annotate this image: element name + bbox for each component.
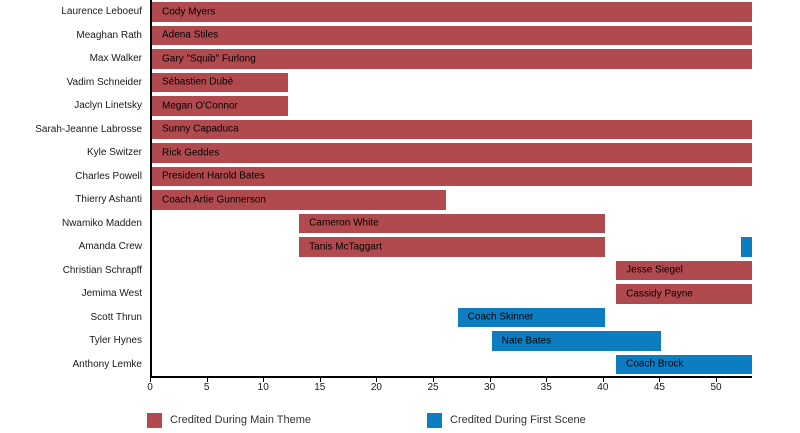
x-axis-tick-label: 30: [484, 382, 496, 393]
x-axis-tick-label: 50: [710, 382, 722, 393]
x-axis-tick-label: 0: [147, 382, 153, 393]
legend-label: Credited During First Scene: [450, 414, 586, 426]
x-axis-tick-label: 25: [427, 382, 439, 393]
bar-label: Coach Artie Gunnerson: [162, 194, 266, 206]
x-axis-tick-label: 40: [597, 382, 609, 393]
legend-swatch-icon: [147, 413, 162, 428]
y-axis-label: Christian Schrapff: [62, 264, 142, 276]
y-axis-label: Amanda Crew: [78, 241, 142, 252]
gantt-bar: Sunny Capaduca: [152, 119, 752, 139]
x-axis-tick-mark: [489, 378, 491, 382]
y-axis-label: Kyle Switzer: [86, 147, 142, 158]
bar-label: Coach Brock: [626, 358, 684, 370]
y-axis-label: Tyler Hynes: [89, 335, 142, 346]
gantt-bar: Gary "Squib" Furlong: [152, 49, 752, 69]
gantt-bar: Nate Bates: [491, 331, 662, 351]
x-axis-tick-label: 10: [257, 382, 269, 393]
bar-label: Jesse Siegel: [626, 264, 683, 276]
x-axis-tick-mark: [602, 378, 604, 382]
x-axis-tick-label: 5: [203, 382, 210, 393]
bar-label: Sébastien Dubé: [162, 76, 234, 88]
legend-swatch-icon: [427, 413, 442, 428]
x-axis-tick-mark: [659, 378, 661, 382]
x-axis-tick-mark: [319, 378, 321, 382]
bar-label: Coach Skinner: [467, 311, 534, 323]
x-axis-tick-label: 45: [653, 382, 665, 393]
y-axis-label: Jaclyn Linetsky: [74, 100, 142, 111]
gantt-bar: Coach Artie Gunnerson: [152, 190, 447, 210]
legend-label: Credited During Main Theme: [170, 414, 312, 426]
gantt-bar: Sébastien Dubé: [152, 72, 288, 92]
y-axis-label: Jemima West: [81, 288, 142, 299]
bar-label: President Harold Bates: [162, 170, 265, 182]
gantt-bar: [740, 237, 752, 257]
gantt-bar: Jesse Siegel: [616, 260, 752, 280]
x-axis-tick-mark: [546, 378, 548, 382]
plot-area: Cody Myers Adena Stiles Gary "Squib" Furlo…: [150, 0, 752, 378]
gantt-bar: Adena Stiles: [152, 25, 752, 45]
x-axis-tick-mark: [150, 378, 151, 382]
x-axis-tick-label: 20: [370, 382, 382, 393]
bar-label: Nate Bates: [501, 335, 552, 347]
bar-label: Rick Geddes: [162, 147, 220, 159]
x-axis-tick-label: 15: [314, 382, 326, 393]
y-axis-label: Laurence Leboeuf: [61, 6, 142, 17]
bar-label: Adena Stiles: [162, 29, 219, 41]
y-axis-label: Anthony Lemke: [72, 358, 143, 370]
y-axis-label: Charles Powell: [75, 170, 142, 182]
gantt-bar: Cody Myers: [152, 2, 752, 22]
gantt-bar: Cassidy Payne: [616, 284, 752, 304]
bar-label: Sunny Capaduca: [162, 123, 239, 135]
x-axis-tick-mark: [206, 378, 208, 382]
y-axis-label: Thierry Ashanti: [75, 194, 142, 205]
bar-label: Cameron White: [309, 217, 379, 229]
y-axis-label: Nwamiko Madden: [61, 217, 142, 229]
bar-label: Megan O'Connor: [162, 100, 238, 112]
x-axis-tick-mark: [263, 378, 265, 382]
y-axis-label: Meaghan Rath: [76, 29, 142, 41]
gantt-bar: Rick Geddes: [152, 143, 752, 163]
gantt-bar: Cameron White: [299, 213, 605, 233]
x-axis-tick-mark: [716, 378, 718, 382]
gantt-bar: President Harold Bates: [152, 166, 752, 186]
gantt-bar: Megan O'Connor: [152, 96, 288, 116]
x-axis-tick-label: 35: [540, 382, 552, 393]
bar-label: Cassidy Payne: [626, 288, 693, 300]
y-axis-label: Sarah-Jeanne Labrosse: [35, 123, 142, 135]
x-axis-tick-mark: [376, 378, 378, 382]
x-axis-tick-mark: [433, 378, 435, 382]
y-axis-label: Scott Thrun: [90, 311, 142, 323]
bar-label: Tanis McTaggart: [309, 241, 382, 253]
y-axis-label: Max Walker: [89, 53, 142, 64]
gantt-bar: Coach Skinner: [457, 307, 605, 327]
bar-label: Cody Myers: [162, 6, 216, 18]
y-axis-label: Vadim Schneider: [66, 76, 142, 88]
gantt-bar: Coach Brock: [616, 354, 752, 374]
bar-label: Gary "Squib" Furlong: [162, 53, 256, 65]
gantt-bar: Tanis McTaggart: [299, 237, 605, 257]
